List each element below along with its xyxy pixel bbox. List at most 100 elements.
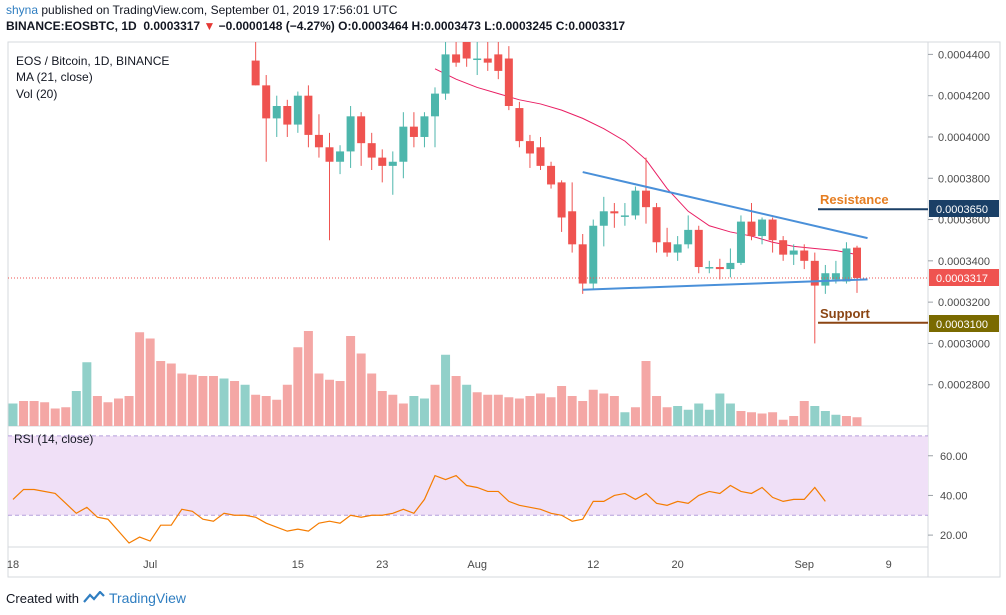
- candlesticks: [251, 42, 861, 344]
- candle-body: [483, 58, 492, 63]
- candle-body: [431, 93, 439, 117]
- volume-bar: [71, 391, 81, 426]
- candle-body: [726, 262, 735, 270]
- volume-bar: [103, 402, 113, 426]
- volume-bar: [261, 396, 271, 426]
- resistance-price-text: 0.0003650: [936, 204, 988, 216]
- candle-body: [494, 54, 503, 71]
- tradingview-logo-icon: [83, 589, 105, 606]
- candle-body: [251, 60, 260, 86]
- symbol-label: BINANCE:EOSBTC, 1D: [6, 19, 137, 33]
- candle-body: [536, 147, 545, 166]
- created-with-text: Created with: [6, 590, 79, 606]
- candle-body: [325, 147, 334, 162]
- trendlines: [582, 171, 868, 291]
- time-axis[interactable]: 18 Jul 15 23 Aug 12 20 Sep 9: [7, 559, 892, 571]
- candle-body: [547, 165, 556, 185]
- candle-body: [462, 42, 471, 59]
- low-value: 0.0003245: [495, 19, 553, 33]
- volume-bar: [683, 409, 693, 426]
- volume-bar: [514, 398, 524, 426]
- volume-bar: [525, 396, 535, 426]
- candle-body: [568, 211, 577, 245]
- candle-body: [388, 161, 397, 166]
- volume-bar: [736, 411, 746, 426]
- time-tick-label: Aug: [467, 559, 487, 571]
- price-axis-border: [927, 41, 1001, 578]
- volume-bar: [82, 362, 92, 426]
- volume-bar: [841, 416, 851, 426]
- volume-bar: [567, 396, 577, 426]
- volume-bar: [630, 407, 640, 426]
- volume-bar: [704, 409, 714, 426]
- price-axis[interactable]: 0.0004400 0.0004200 0.0004000 0.0003800 0.00…: [928, 49, 990, 392]
- candle-body: [367, 143, 376, 158]
- volume-bar: [546, 397, 556, 426]
- volume-bar: [820, 411, 830, 426]
- candle-body: [357, 116, 366, 144]
- candle-body: [452, 54, 461, 63]
- volume-bar: [747, 412, 756, 426]
- candle-body: [642, 190, 650, 208]
- volume-bar: [208, 376, 218, 426]
- low-label: L:: [484, 19, 496, 33]
- candle-body: [694, 229, 703, 268]
- volume-bar: [757, 413, 767, 426]
- volume-bar: [451, 376, 461, 426]
- volume-bar: [831, 414, 841, 426]
- candle-body: [800, 250, 809, 261]
- candle-body: [589, 225, 598, 284]
- volume-bar: [725, 403, 735, 426]
- close-label: C:: [555, 19, 569, 33]
- time-tick-label: 15: [292, 559, 304, 571]
- volume-bar: [61, 407, 71, 426]
- price-tick-label: 0.0003400: [938, 256, 990, 268]
- candle-body: [673, 244, 682, 253]
- volume-bar: [145, 338, 155, 426]
- candle-body: [441, 54, 450, 94]
- candle-body: [705, 267, 714, 269]
- volume-bar: [536, 393, 545, 426]
- time-tick-label: 9: [886, 559, 892, 571]
- price-tick-label: 0.0002800: [938, 380, 990, 392]
- candle-body: [652, 207, 661, 243]
- volume-bar: [187, 374, 197, 426]
- candle-body: [715, 267, 724, 270]
- high-value: 0.0003473: [424, 19, 481, 33]
- price-tick-label: 0.0004200: [938, 91, 990, 103]
- volume-bar: [462, 384, 472, 426]
- close-value: 0.0003317: [568, 19, 626, 33]
- volume-bar: [325, 379, 334, 426]
- volume-bar: [346, 336, 356, 426]
- volume-bar: [251, 394, 261, 426]
- candle-body: [842, 248, 851, 282]
- resistance-price-tag: [929, 200, 999, 217]
- author-name[interactable]: shyna: [6, 3, 39, 17]
- volume-bar: [335, 381, 345, 426]
- volume-bar: [641, 361, 651, 426]
- volume-bar: [388, 394, 398, 426]
- candle-body: [515, 108, 524, 142]
- legend-ma: MA (21, close): [16, 70, 93, 84]
- tradingview-brand[interactable]: TradingView: [108, 590, 187, 606]
- volume-bar: [377, 391, 387, 426]
- volume-bar: [293, 347, 303, 426]
- volume-bar: [398, 403, 408, 426]
- down-triangle-icon: ▼: [203, 19, 216, 33]
- candle-body: [821, 273, 830, 286]
- candle-body: [399, 126, 408, 162]
- volume-bar: [198, 376, 208, 426]
- candle-body: [504, 58, 513, 106]
- candle-body: [789, 250, 798, 255]
- volume-bar: [778, 419, 788, 426]
- volume-bars: [8, 331, 862, 426]
- volume-bar: [92, 396, 102, 426]
- legend-rsi: RSI (14, close): [14, 432, 93, 446]
- candle-body: [336, 151, 345, 162]
- volume-bar: [652, 396, 662, 426]
- rsi-14-line: [12, 474, 826, 544]
- volume-bar: [303, 331, 313, 426]
- candle-body: [409, 126, 418, 137]
- volume-bar: [599, 393, 609, 426]
